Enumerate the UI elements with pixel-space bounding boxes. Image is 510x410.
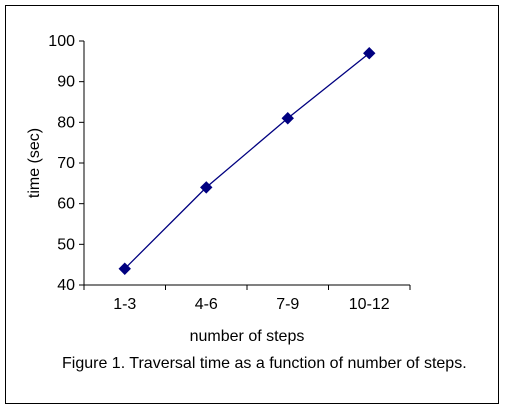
- y-tick-label: 70: [57, 155, 75, 172]
- x-tick-label: 7-9: [276, 296, 299, 313]
- y-tick-label: 40: [57, 277, 75, 294]
- series-line-path: [124, 52, 370, 270]
- y-tick-label: 90: [57, 74, 75, 91]
- y-tick-label: 50: [57, 236, 75, 253]
- data-point-marker: [363, 46, 376, 60]
- data-point-marker: [281, 112, 294, 125]
- series-markers: [118, 46, 376, 275]
- x-tick-label: 1-3: [113, 296, 136, 313]
- chart-axes: [79, 40, 411, 290]
- x-axis-title: number of steps: [190, 328, 305, 345]
- y-tick-labels: 40 50 60 70 80 90 100: [48, 33, 75, 294]
- data-point-marker: [118, 262, 131, 275]
- series-line: [124, 52, 370, 270]
- line-chart: 40 50 60 70 80 90 100 1-3 4-6 7-9 10-12 time (sec…: [26, 33, 411, 345]
- x-tick-label: 4-6: [195, 296, 218, 313]
- data-point-marker: [200, 181, 213, 194]
- figure-frame: 40 50 60 70 80 90 100 1-3 4-6 7-9 10-12 time (sec…: [5, 5, 499, 404]
- x-tick-label: 10-12: [349, 296, 390, 313]
- y-axis-title: time (sec): [26, 128, 43, 198]
- y-tick-label: 60: [57, 196, 75, 213]
- y-tick-label: 100: [48, 33, 75, 50]
- figure-caption: Figure 1. Traversal time as a function o…: [62, 355, 467, 372]
- y-tick-label: 80: [57, 114, 75, 131]
- x-tick-labels: 1-3 4-6 7-9 10-12: [113, 296, 390, 313]
